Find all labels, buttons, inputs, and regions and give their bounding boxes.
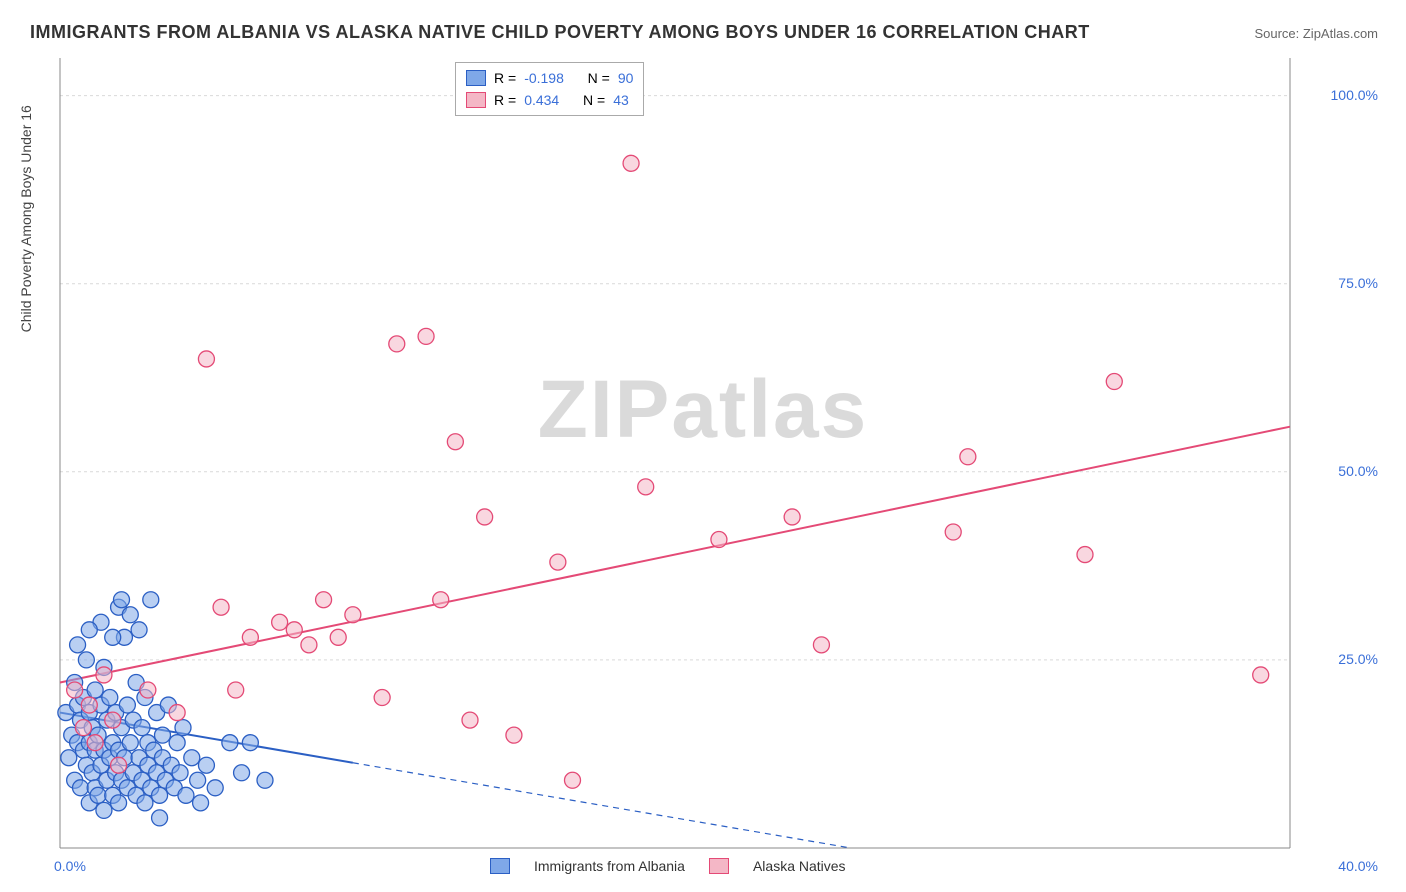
swatch-bottom-0: [490, 858, 510, 874]
r-value-0: -0.198: [524, 67, 564, 89]
series-name-1: Alaska Natives: [753, 858, 846, 874]
y-tick: 50.0%: [1338, 463, 1378, 479]
r-label: R =: [494, 67, 516, 89]
x-tick-max: 40.0%: [1338, 858, 1378, 874]
y-tick: 100.0%: [1331, 87, 1378, 103]
stats-row-0: R = -0.198 N = 90: [466, 67, 633, 89]
n-value-1: 43: [613, 89, 629, 111]
n-label: N =: [583, 89, 605, 111]
stats-row-1: R = 0.434 N = 43: [466, 89, 633, 111]
scatter-chart: [0, 0, 1406, 892]
r-value-1: 0.434: [524, 89, 559, 111]
swatch-series-0: [466, 70, 486, 86]
stats-legend: R = -0.198 N = 90 R = 0.434 N = 43: [455, 62, 644, 116]
n-label: N =: [588, 67, 610, 89]
swatch-bottom-1: [709, 858, 729, 874]
x-tick-0: 0.0%: [54, 858, 86, 874]
n-value-0: 90: [618, 67, 634, 89]
series-name-0: Immigrants from Albania: [534, 858, 685, 874]
series-legend: Immigrants from Albania Alaska Natives: [490, 858, 846, 874]
y-tick: 25.0%: [1338, 651, 1378, 667]
swatch-series-1: [466, 92, 486, 108]
y-tick: 75.0%: [1338, 275, 1378, 291]
r-label: R =: [494, 89, 516, 111]
